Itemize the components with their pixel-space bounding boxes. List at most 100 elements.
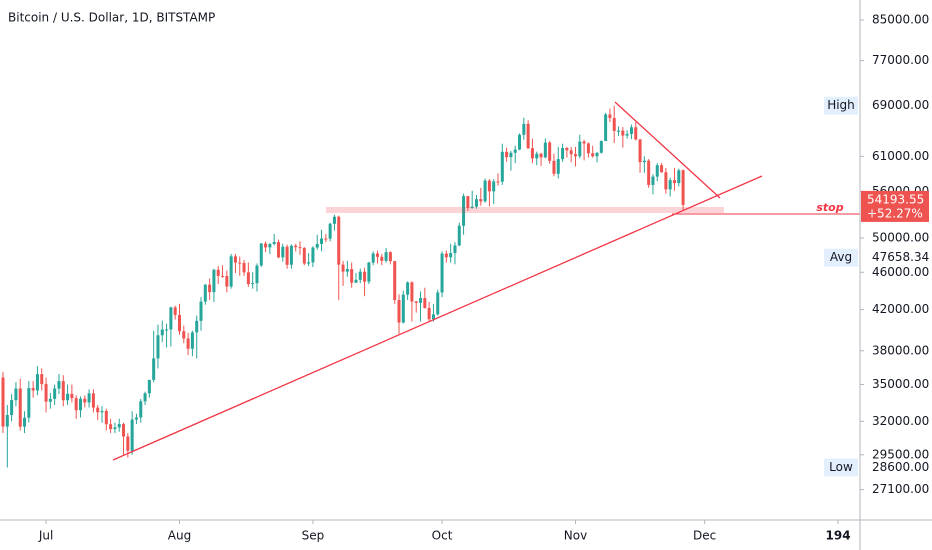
candle-body xyxy=(199,301,203,321)
y-tick-label: 77000.00 xyxy=(872,53,929,67)
candle-body xyxy=(393,261,397,300)
candle-body xyxy=(212,269,216,293)
candle-body xyxy=(143,393,147,402)
candle-body xyxy=(647,160,651,185)
chart-title: Bitcoin / U.S. Dollar, 1D, BITSTAMP xyxy=(8,11,215,25)
candle-body xyxy=(122,424,126,437)
plot-area xyxy=(1,105,685,468)
candle-body xyxy=(612,117,616,131)
candle-body xyxy=(5,414,9,427)
candle-body xyxy=(320,238,324,244)
candle-body xyxy=(96,407,100,413)
candle-body xyxy=(233,256,237,263)
marker-badge xyxy=(824,458,858,477)
candle-body xyxy=(573,154,577,157)
candle-body xyxy=(431,314,435,320)
candle-body xyxy=(40,374,44,385)
candle-body xyxy=(660,165,664,173)
candle-body xyxy=(462,196,466,226)
candle-body xyxy=(367,262,371,282)
y-tick-label: 35000.00 xyxy=(872,377,929,391)
candle-body xyxy=(625,134,629,136)
candle-body xyxy=(302,247,306,264)
candle-body xyxy=(289,245,293,265)
marker-value-bg xyxy=(864,96,928,115)
candle-body xyxy=(543,142,547,158)
candle-body xyxy=(311,247,315,263)
candle-body xyxy=(328,223,332,239)
candle-body xyxy=(539,153,543,158)
candle-body xyxy=(664,172,668,190)
candle-body xyxy=(208,284,212,293)
stop-label: stop xyxy=(816,201,843,214)
candle-body xyxy=(427,307,431,320)
candle-body xyxy=(518,134,522,150)
candle-body xyxy=(401,294,405,323)
candle-body xyxy=(186,338,190,349)
y-tick-label: 32000.00 xyxy=(872,414,929,428)
candle-body xyxy=(332,216,336,224)
candle-body xyxy=(259,243,263,266)
marker-value: 47658.34 xyxy=(872,250,929,264)
candle-body xyxy=(457,225,461,246)
candle-body xyxy=(315,243,319,248)
candle-body xyxy=(307,262,311,264)
candle-body xyxy=(229,256,233,287)
candle-body xyxy=(61,381,65,401)
candle-body xyxy=(569,150,573,155)
candle-body xyxy=(642,160,646,163)
candle-body xyxy=(586,143,590,154)
candle-body xyxy=(509,152,513,158)
candle-body xyxy=(444,253,448,258)
candle-body xyxy=(91,393,95,408)
candle-body xyxy=(375,253,379,257)
trend-line xyxy=(614,101,721,199)
y-tick-label: 50000.00 xyxy=(872,231,929,245)
candle-body xyxy=(27,388,31,418)
candle-body xyxy=(35,374,39,391)
candle-body xyxy=(195,320,199,333)
candle-body xyxy=(221,275,225,277)
candle-body xyxy=(634,127,638,140)
candle-body xyxy=(677,170,681,184)
candle-body xyxy=(526,123,530,149)
y-tick-label: 27100.00 xyxy=(872,482,929,496)
candle-body xyxy=(298,247,302,249)
candle-body xyxy=(276,242,280,258)
candle-body xyxy=(268,243,272,248)
y-tick-label: 46000.00 xyxy=(872,265,929,279)
candle-body xyxy=(147,379,151,394)
candle-body xyxy=(414,301,418,303)
x-tick-label: Jul xyxy=(38,529,53,543)
candle-body xyxy=(337,216,341,265)
last-price: 54193.55 xyxy=(867,192,924,206)
candle-body xyxy=(160,329,164,336)
candle-body xyxy=(173,307,177,315)
candle-body xyxy=(358,271,362,280)
candle-body xyxy=(681,170,685,205)
marker-name: High xyxy=(827,98,855,112)
candle-body xyxy=(354,279,358,283)
candle-body xyxy=(10,400,14,415)
candle-body xyxy=(548,142,552,161)
last-price-badge xyxy=(861,190,929,222)
candle-body xyxy=(126,436,130,451)
y-tick-label: 85000.00 xyxy=(872,12,929,26)
candle-body xyxy=(651,176,655,185)
candle-body xyxy=(117,424,121,428)
candle-body xyxy=(1,377,5,427)
last-change: +52.27% xyxy=(867,206,923,220)
x-tick-label: Dec xyxy=(693,529,716,543)
candle-body xyxy=(513,149,517,153)
candle-body xyxy=(109,424,113,430)
marker-badge xyxy=(824,96,858,115)
candle-body xyxy=(285,246,289,265)
candle-body xyxy=(397,299,401,323)
candle-body xyxy=(483,180,487,202)
candle-body xyxy=(130,419,134,451)
candle-body xyxy=(599,141,603,153)
x-tick-label: Nov xyxy=(564,529,587,543)
candle-body xyxy=(436,292,440,315)
candle-body xyxy=(216,269,220,276)
candle-body xyxy=(165,329,169,331)
